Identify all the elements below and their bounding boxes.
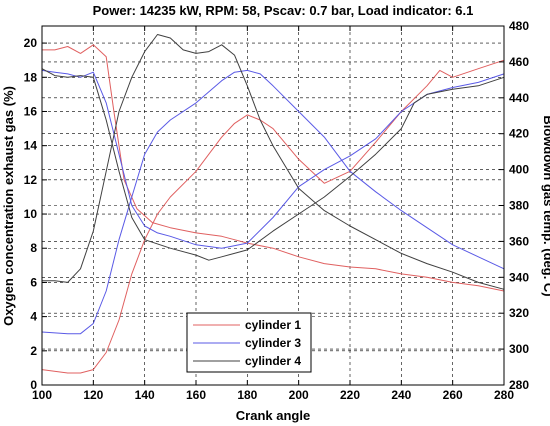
y-right-tick-label: 380: [509, 199, 529, 213]
y-right-tick-label: 280: [509, 378, 529, 392]
x-tick-label: 100: [32, 388, 52, 402]
y-right-tick-label: 460: [509, 55, 529, 69]
y-left-tick-label: 14: [24, 139, 38, 153]
x-tick-label: 260: [443, 388, 463, 402]
y-right-tick-label: 360: [509, 234, 529, 248]
x-tick-label: 180: [237, 388, 257, 402]
y-left-tick-label: 8: [30, 241, 37, 255]
y-left-tick-label: 0: [30, 378, 37, 392]
x-tick-label: 140: [135, 388, 155, 402]
y-right-tick-label: 440: [509, 91, 529, 105]
y-left-tick-label: 12: [24, 173, 38, 187]
x-tick-label: 200: [289, 388, 309, 402]
legend-label-cylinder-1: cylinder 1: [245, 318, 301, 332]
y-axis-left-label: Oxygen concentration exhaust gas (%): [1, 86, 16, 326]
series-line-cylinder-3-2: [41, 69, 505, 249]
x-tick-label: 220: [340, 388, 360, 402]
chart-title: Power: 14235 kW, RPM: 58, Pscav: 0.7 bar…: [93, 3, 474, 18]
legend: cylinder 1 cylinder 3 cylinder 4: [186, 312, 312, 373]
y-left-tick-label: 2: [30, 344, 37, 358]
x-tick-label: 240: [391, 388, 411, 402]
x-tick-label: 160: [186, 388, 206, 402]
x-axis-label: Crank angle: [236, 408, 310, 423]
y-left-tick-label: 4: [30, 310, 37, 324]
y-right-tick-label: 340: [509, 270, 529, 284]
series-line-cylinder-3-3: [41, 69, 505, 335]
x-tick-label: 120: [83, 388, 103, 402]
y-left-tick-label: 18: [24, 70, 38, 84]
series-line-cylinder-4-5: [42, 34, 505, 290]
series-line-cylinder-1-0: [42, 44, 505, 292]
axis-ticks: 100 120 140 160 180 200 220 240 260 280 0 2 4 6 8 10 12 1…: [24, 19, 530, 402]
legend-label-cylinder-3: cylinder 3: [245, 336, 301, 350]
x-tick-label: 280: [494, 388, 514, 402]
y-left-tick-label: 10: [24, 207, 38, 221]
legend-label-cylinder-4: cylinder 4: [245, 354, 301, 368]
series-line-cylinder-4-4: [41, 68, 505, 261]
y-right-tick-label: 400: [509, 163, 529, 177]
series-line-cylinder-1-1: [41, 59, 505, 374]
y-left-tick-label: 16: [24, 104, 38, 118]
series-lines: [41, 34, 505, 374]
y-right-tick-label: 480: [509, 19, 529, 33]
y-axis-right-label: Blowdown gas temp. (deg. C): [541, 115, 550, 296]
y-right-tick-label: 300: [509, 342, 529, 356]
y-right-tick-label: 320: [509, 306, 529, 320]
y-right-tick-label: 420: [509, 127, 529, 141]
y-left-tick-label: 6: [30, 275, 37, 289]
y-left-tick-label: 20: [24, 36, 38, 50]
